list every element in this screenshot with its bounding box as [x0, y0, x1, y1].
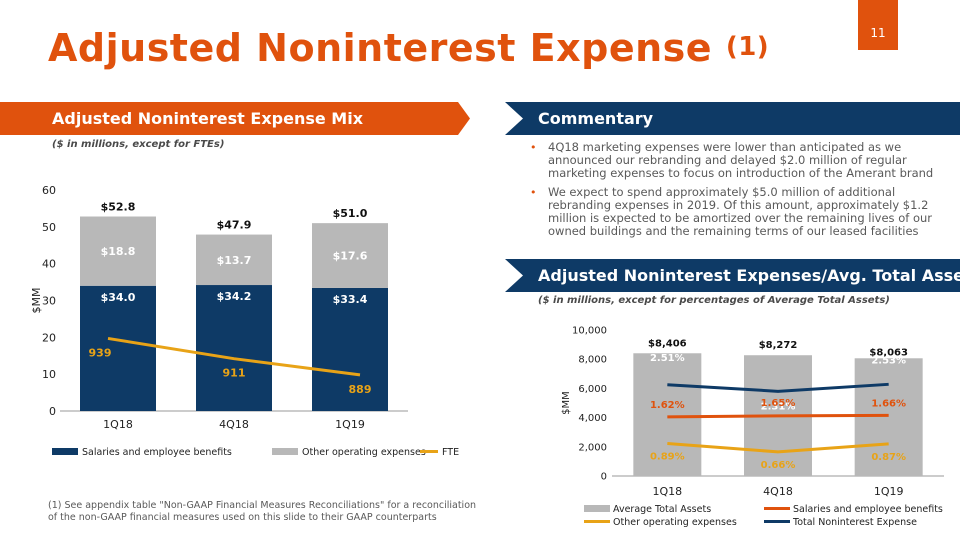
ratio-y-tick-label: 4,000 [578, 413, 607, 424]
salaries-ratio-line [667, 413, 889, 419]
ratio-x-tick-label: 1Q19 [874, 485, 904, 498]
ratio-legend-label: Average Total Assets [613, 504, 711, 515]
fte-value: 911 [223, 367, 246, 380]
page-number-badge: 11 [858, 0, 898, 50]
mix-bar-salaries [312, 287, 388, 411]
mix-legend-swatch [272, 448, 298, 455]
commentary-text: We expect to spend approximately $5.0 mi… [548, 185, 932, 238]
page-title: Adjusted Noninterest Expense (1) [48, 26, 769, 70]
fte-value: 939 [89, 346, 112, 359]
ratio-line-value: 2.53% [871, 355, 906, 366]
mix-bar-other [196, 234, 272, 286]
mix-y-axis-label: $MM [30, 288, 43, 314]
mix-salaries-value: $34.2 [217, 290, 252, 303]
mix-bar-other [80, 216, 156, 286]
ratio-units-note: ($ in millions, except for percentages o… [538, 295, 890, 306]
ratio-line-value: 0.89% [650, 451, 685, 462]
assets-value: $8,406 [648, 338, 687, 349]
mix-salaries-value: $34.0 [101, 291, 136, 304]
mix-y-tick-label: 0 [49, 405, 56, 418]
ratio-line-value: 2.31% [761, 401, 796, 412]
mix-y-tick-label: 10 [42, 368, 56, 381]
commentary-list: • 4Q18 marketing expenses were lower than… [528, 141, 948, 244]
assets-value: $8,272 [759, 340, 798, 351]
mix-x-tick-label: 1Q18 [103, 418, 133, 431]
mix-y-tick-label: 60 [42, 184, 56, 197]
total-expense-line [667, 382, 889, 393]
ratio-legend-label: Other operating expenses [613, 517, 737, 528]
mix-legend-label: FTE [442, 447, 459, 458]
ratio-y-axis-label: $MM [561, 391, 572, 415]
ratio-y-tick-label: 6,000 [578, 384, 607, 395]
ratio-y-tick-label: 0 [601, 472, 607, 483]
fte-line [107, 336, 361, 377]
commentary-heading: Commentary [538, 109, 654, 128]
mix-other-value: $18.8 [101, 245, 136, 258]
mix-other-value: $17.6 [333, 250, 368, 263]
assets-value: $8,063 [869, 347, 908, 358]
mix-total-value: $47.9 [217, 219, 252, 232]
mix-legend-label: Salaries and employee benefits [82, 447, 232, 458]
ratio-section-banner: Adjusted Noninterest Expenses/Avg. Total… [505, 259, 960, 292]
mix-legend-swatch [52, 448, 78, 455]
mix-bar-other [312, 223, 388, 288]
mix-bar-salaries [80, 285, 156, 411]
bullet-icon: • [530, 186, 537, 199]
mix-total-value: $52.8 [101, 201, 136, 214]
assets-bar [633, 353, 702, 476]
bullet-icon: • [530, 141, 537, 154]
mix-bar-salaries [196, 285, 272, 411]
mix-section-heading: Adjusted Noninterest Expense Mix [52, 109, 364, 128]
mix-section-banner: Adjusted Noninterest Expense Mix [0, 102, 470, 135]
ratio-line-value: 2.51% [650, 353, 685, 364]
commentary-bullet: • We expect to spend approximately $5.0 m… [528, 186, 948, 238]
mix-y-tick-label: 20 [42, 331, 56, 344]
mix-legend-label: Other operating expenses [302, 447, 426, 458]
commentary-bullet: • 4Q18 marketing expenses were lower than… [528, 141, 948, 180]
other-ratio-line [667, 441, 889, 454]
footnote: (1) See appendix table "Non-GAAP Financi… [48, 500, 477, 523]
ratio-y-tick-label: 8,000 [578, 355, 607, 366]
ratio-line-value: 1.62% [650, 400, 685, 411]
ratio-line-value: 1.65% [761, 398, 796, 409]
mix-x-tick-label: 1Q19 [335, 418, 365, 431]
mix-y-tick-label: 50 [42, 221, 56, 234]
mix-y-tick-label: 30 [42, 295, 56, 308]
mix-total-value: $51.0 [333, 207, 368, 220]
ratio-section-heading: Adjusted Noninterest Expenses/Avg. Total… [538, 266, 960, 285]
ratio-legend-swatch [584, 505, 610, 512]
ratio-legend-label: Salaries and employee benefits [793, 504, 943, 515]
ratio-x-tick-label: 1Q18 [653, 485, 683, 498]
title-superscript: (1) [725, 32, 770, 62]
assets-bar [854, 358, 923, 476]
commentary-text: 4Q18 marketing expenses were lower than … [548, 140, 934, 180]
mix-salaries-value: $33.4 [333, 293, 368, 306]
title-text: Adjusted Noninterest Expense [48, 26, 713, 70]
mix-other-value: $13.7 [217, 254, 252, 267]
mix-y-tick-label: 40 [42, 258, 56, 271]
fte-value: 889 [349, 383, 372, 396]
ratio-line-value: 1.66% [871, 398, 906, 409]
ratio-line-value: 0.87% [871, 452, 906, 463]
commentary-banner: Commentary [505, 102, 960, 135]
mix-units-note: ($ in millions, except for FTEs) [52, 139, 225, 150]
ratio-line-value: 0.66% [761, 460, 796, 471]
page-number: 11 [870, 26, 886, 40]
ratio-y-tick-label: 10,000 [572, 326, 607, 337]
ratio-y-tick-label: 2,000 [578, 442, 607, 453]
ratio-legend-label: Total Noninterest Expense [792, 517, 917, 528]
mix-x-tick-label: 4Q18 [219, 418, 249, 431]
ratio-x-tick-label: 4Q18 [763, 485, 793, 498]
